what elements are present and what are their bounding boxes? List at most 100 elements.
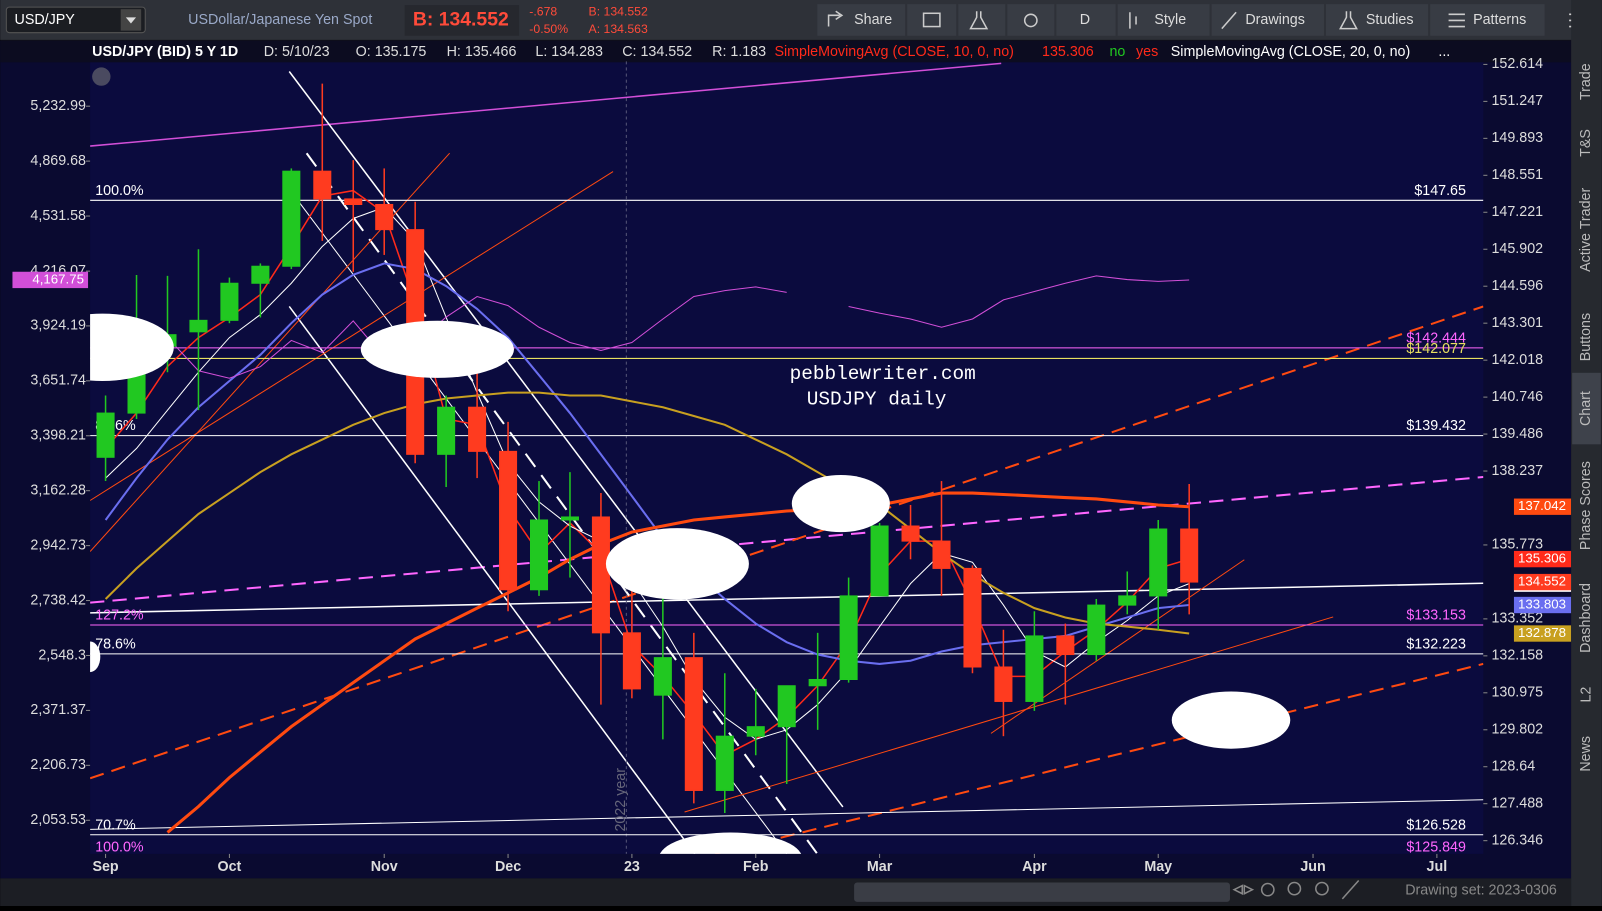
y2-tick-label: 3,924.19 [30, 318, 86, 334]
ellipse [1171, 691, 1291, 749]
x-tick-label: Dec [495, 859, 521, 875]
header-close: C: 134.552 [622, 44, 692, 60]
candle-body [1056, 635, 1075, 656]
share-button[interactable] [817, 4, 906, 36]
description: USDollar/Japanese Yen Spot [188, 12, 372, 28]
scrollbar [0, 878, 1572, 906]
y2-tick-label: 3,398.21 [30, 428, 86, 444]
flag-yes: yes [1136, 44, 1158, 60]
side-tab[interactable]: News [1578, 736, 1594, 772]
side-tab[interactable]: Buttons [1578, 313, 1594, 361]
y2-tick-label: 2,942.73 [30, 537, 86, 553]
y2-tick-label: 4,531.58 [30, 208, 86, 224]
level-label: 70.7% [95, 817, 136, 833]
trendline [90, 475, 1484, 604]
x-tick-label: Oct [218, 859, 242, 875]
bid-box [404, 5, 520, 36]
settings-button[interactable] [1007, 4, 1055, 36]
candle-body [251, 265, 270, 284]
y2-tick-label: 2,053.53 [30, 812, 86, 828]
trendline [990, 559, 1245, 734]
candle-body [529, 519, 549, 591]
candle-body [344, 198, 363, 205]
candle-body [715, 735, 734, 791]
y2-tick-label: 2,548.3 [38, 647, 86, 663]
x-tick-label: Jul [1427, 859, 1448, 875]
trendline [90, 305, 1484, 780]
symbol-box[interactable] [5, 6, 146, 34]
level-value-label: $142.444 [1406, 330, 1466, 346]
header-open: O: 135.175 [356, 44, 427, 60]
side-tab[interactable]: Chart [1578, 391, 1594, 426]
candle-body [901, 525, 920, 542]
level-value-label: $133.153 [1406, 608, 1466, 624]
level-label: 127.2% [95, 608, 144, 624]
tool-button[interactable] [907, 4, 957, 36]
y-tick-label: 129.802 [1491, 722, 1543, 738]
y-tick-label: 139.486 [1491, 426, 1543, 442]
candle-body [1180, 528, 1199, 583]
watermark: pebblewriter.com [790, 363, 976, 385]
candle-body [189, 319, 208, 333]
patterns-label[interactable]: Patterns [1473, 12, 1526, 28]
ellipse [605, 528, 749, 600]
trendline [684, 616, 1334, 813]
levels: 100.0%$147.65161.8%$142.444123.6%$142.07… [90, 183, 1484, 855]
y-tick-label: 138.237 [1491, 463, 1543, 479]
ma-line [167, 275, 1190, 379]
candle-body [375, 203, 394, 231]
side-tab[interactable]: Trade [1578, 63, 1594, 100]
active-tab [1572, 372, 1601, 445]
trendline [90, 171, 614, 501]
trendline [90, 799, 1484, 830]
x-tick-label: Mar [867, 859, 893, 875]
y-tick-label: 133.352 [1491, 611, 1543, 627]
bid-big: B: 134.552 [413, 9, 509, 31]
symbol[interactable]: USD/JPY [15, 12, 76, 28]
studies-label[interactable]: Studies [1366, 12, 1414, 28]
style-button[interactable] [1117, 4, 1210, 36]
price-tag-label: 133.803 [1518, 597, 1566, 612]
style-label[interactable]: Style [1154, 12, 1186, 28]
side-tab[interactable]: T&S [1578, 129, 1594, 157]
side-tab[interactable]: Dashboard [1578, 583, 1594, 653]
share-label[interactable]: Share [854, 12, 892, 28]
y-tick-label: 152.614 [1491, 56, 1543, 72]
candle-body [870, 525, 889, 597]
candle-body [499, 450, 518, 591]
price-tag-label: 135.306 [1518, 551, 1566, 566]
drawings-label[interactable]: Drawings [1245, 12, 1305, 28]
candle-body [1087, 604, 1106, 656]
level-value-label: $126.528 [1406, 817, 1466, 833]
candle-body [1149, 528, 1168, 597]
price-tag-label: 4,167.75 [32, 271, 84, 286]
price-tag-label: 134.552 [1518, 574, 1566, 589]
period-label[interactable]: D [1080, 12, 1090, 28]
drawings [90, 61, 1484, 854]
side-tab[interactable]: Phase Scores [1578, 461, 1594, 550]
side-tab[interactable]: Active Trader [1578, 188, 1594, 272]
y2-tick-label: 2,738.42 [30, 592, 86, 608]
side-tabs: Trade T&S Active Trader Buttons Chart Phase S… [1572, 63, 1601, 772]
period-button[interactable] [1056, 4, 1116, 36]
y-tick-label: 127.488 [1491, 795, 1543, 811]
x-tick-label: May [1144, 859, 1172, 875]
candle-body [777, 685, 796, 728]
chart-header [0, 40, 1572, 63]
level-value-label: $139.432 [1406, 418, 1466, 434]
ma-line [104, 262, 1190, 665]
scroll-thumb[interactable] [854, 882, 1230, 902]
price-tag [1513, 625, 1572, 642]
studies-button[interactable] [1326, 4, 1429, 36]
y2-tick-label: 5,232.99 [30, 98, 86, 114]
candle-body [746, 726, 765, 737]
level-label: 100.0% [95, 839, 144, 855]
ma-line [104, 391, 1190, 635]
y-tick-label: 145.902 [1491, 241, 1543, 257]
alert-icon[interactable] [92, 67, 111, 86]
side-tab[interactable]: L2 [1578, 687, 1594, 703]
channel-line [288, 71, 844, 808]
candle-body [963, 567, 982, 668]
ellipse [90, 313, 174, 381]
